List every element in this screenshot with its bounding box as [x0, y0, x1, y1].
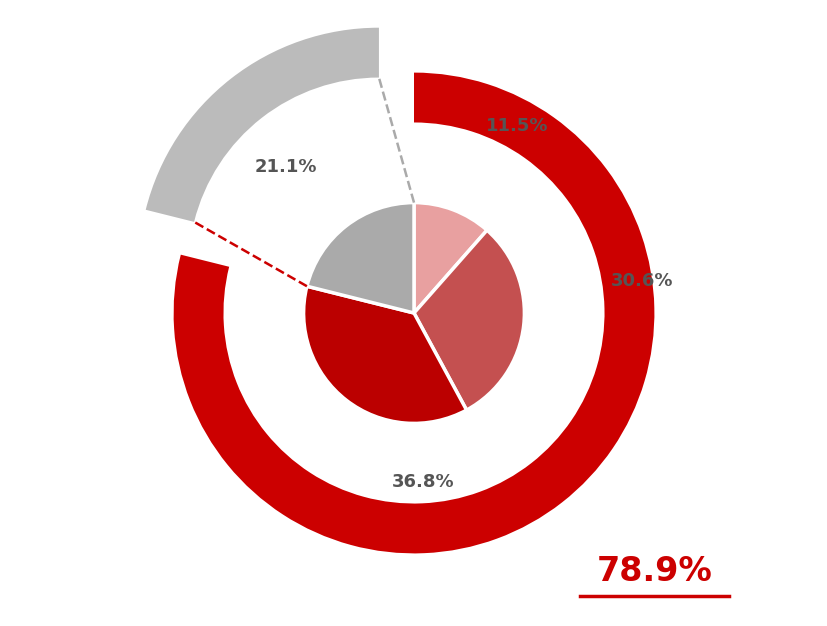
Wedge shape: [414, 230, 523, 410]
Text: 30.6%: 30.6%: [610, 272, 672, 290]
Wedge shape: [414, 203, 486, 313]
Wedge shape: [146, 28, 379, 222]
Text: 11.5%: 11.5%: [485, 117, 547, 135]
Wedge shape: [174, 73, 653, 553]
Text: 36.8%: 36.8%: [391, 473, 454, 491]
Wedge shape: [304, 286, 466, 423]
Wedge shape: [307, 203, 414, 313]
Text: 78.9%: 78.9%: [595, 555, 711, 588]
Text: 21.1%: 21.1%: [254, 158, 317, 176]
